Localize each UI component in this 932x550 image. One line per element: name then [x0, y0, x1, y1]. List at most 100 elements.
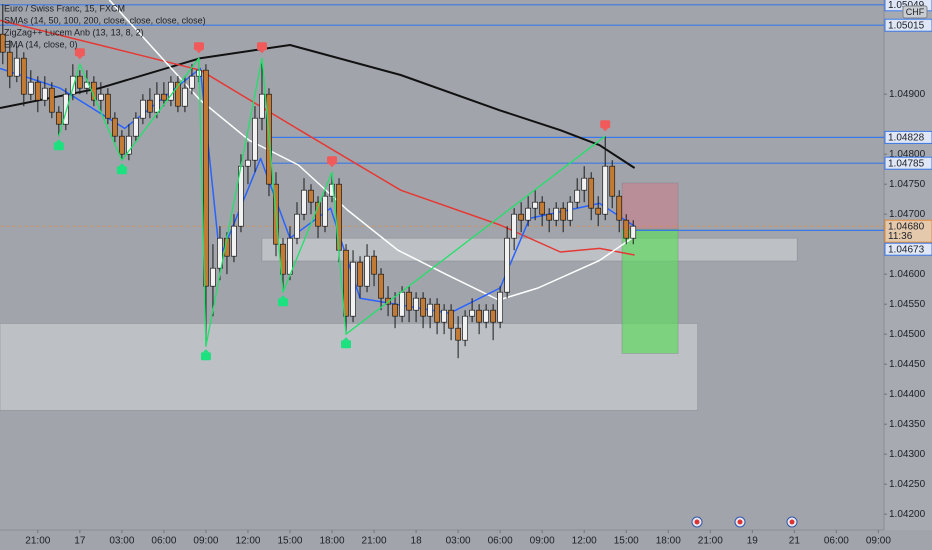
y-tick-label: 1.04600: [889, 269, 926, 280]
pivot-high-marker: [193, 42, 204, 51]
candle-body: [441, 309, 447, 323]
pivot-high-marker: [74, 48, 85, 57]
x-tick-label: 21:00: [25, 536, 50, 547]
candle-body: [546, 213, 553, 221]
candle-body: [259, 93, 265, 119]
price-tag-label: 1.04785: [888, 158, 925, 169]
zone: [621, 228, 679, 354]
candle-body: [483, 309, 489, 323]
currency-label[interactable]: CHF: [906, 7, 925, 17]
x-tick-label: 06:00: [488, 536, 513, 547]
candle-body: [427, 303, 433, 317]
candle-body: [581, 177, 588, 191]
candle-body: [34, 81, 41, 101]
candle-body: [119, 135, 125, 155]
candle-body: [182, 87, 188, 107]
y-tick-label: 1.04500: [889, 329, 926, 340]
candle-body: [0, 33, 6, 53]
pivot-low-marker: [277, 298, 288, 307]
price-tag: [884, 156, 932, 170]
candle-body: [322, 195, 328, 227]
candle-body: [490, 309, 496, 323]
candle-body: [154, 93, 160, 113]
y-tick-label: 1.04300: [889, 449, 926, 460]
candle-body: [378, 273, 384, 299]
candle-body: [189, 75, 195, 89]
candle-body: [126, 135, 132, 155]
event-icon-dot: [694, 519, 700, 525]
candle-body: [217, 237, 223, 269]
candle-body: [245, 159, 251, 167]
candle-body: [511, 213, 517, 239]
chart-title: Euro / Swiss Franc, 15, FXCM: [4, 3, 125, 13]
pivot-pointer: [258, 50, 265, 54]
candle-body: [364, 255, 370, 287]
indicator-label: ZigZag++ Lucem Anb (13, 13, 8, 2): [4, 27, 144, 37]
pivot-low-marker: [116, 166, 127, 175]
x-tick-label: 12:00: [572, 536, 597, 547]
zigzag: [53, 42, 611, 361]
candle-body: [308, 189, 314, 203]
candle-body: [399, 291, 405, 317]
candle-body: [539, 201, 546, 215]
candle-body: [371, 255, 377, 275]
candle-body: [448, 309, 454, 329]
indicator-label: EMA (14, close, 0): [4, 39, 78, 49]
pivot-pointer: [76, 56, 83, 60]
candle-body: [357, 261, 363, 287]
y-tick-label: 1.04750: [889, 179, 926, 190]
x-tick-label: 15:00: [614, 536, 639, 547]
y-tick-label: 1.04700: [889, 209, 926, 220]
x-tick-label: 06:00: [824, 536, 849, 547]
price-tag-label: 1.05015: [888, 20, 925, 31]
candle-body: [161, 93, 167, 101]
candle-body: [55, 111, 62, 125]
zone: [621, 182, 679, 230]
pivot-high-marker: [256, 42, 267, 51]
pivot-pointer: [202, 349, 209, 353]
currency-box[interactable]: [902, 5, 928, 19]
candle-body: [525, 207, 532, 221]
x-tick-label: 17: [74, 536, 86, 547]
candle-body: [420, 297, 426, 317]
sma-line: [0, 19, 635, 256]
y-tick-label: 1.04550: [889, 299, 926, 310]
pivot-pointer: [343, 337, 350, 341]
price-tag: [884, 219, 932, 243]
x-tick-label: 18:00: [656, 536, 681, 547]
x-tick-label: 12:00: [235, 536, 260, 547]
candle-body: [595, 207, 602, 215]
y-tick-label: 1.04250: [889, 479, 926, 490]
zigzag-line: [58, 57, 606, 347]
candle-body: [69, 75, 76, 95]
x-tick-label: 09:00: [866, 536, 891, 547]
candle-body: [294, 213, 300, 239]
x-tick-label: 06:00: [151, 536, 176, 547]
y-tick-label: 1.04450: [889, 359, 926, 370]
candle-body: [6, 51, 13, 77]
price-tag-label: 1.04673: [888, 244, 925, 255]
candle-body: [504, 237, 510, 293]
pivot-low-marker: [200, 352, 211, 361]
price-axis-pane: [884, 0, 932, 530]
candle-body: [392, 303, 398, 317]
x-tick-label: 19: [747, 536, 759, 547]
candle-body: [560, 207, 567, 221]
candle-body: [252, 117, 258, 161]
sma-line: [108, 0, 636, 301]
candle-body: [175, 81, 181, 107]
price-tag: [884, 242, 932, 256]
candle-body: [105, 93, 111, 119]
sma-line: [0, 44, 636, 169]
candle-body: [630, 225, 637, 239]
pivot-high-marker: [600, 120, 611, 129]
x-tick-label: 09:00: [193, 536, 218, 547]
pivot-pointer: [279, 295, 286, 299]
candle-body: [462, 315, 468, 341]
candle-body: [609, 165, 616, 197]
candle-body: [62, 93, 69, 125]
candle-body: [210, 267, 216, 287]
candle-body: [147, 99, 153, 113]
candle-body: [623, 219, 630, 239]
